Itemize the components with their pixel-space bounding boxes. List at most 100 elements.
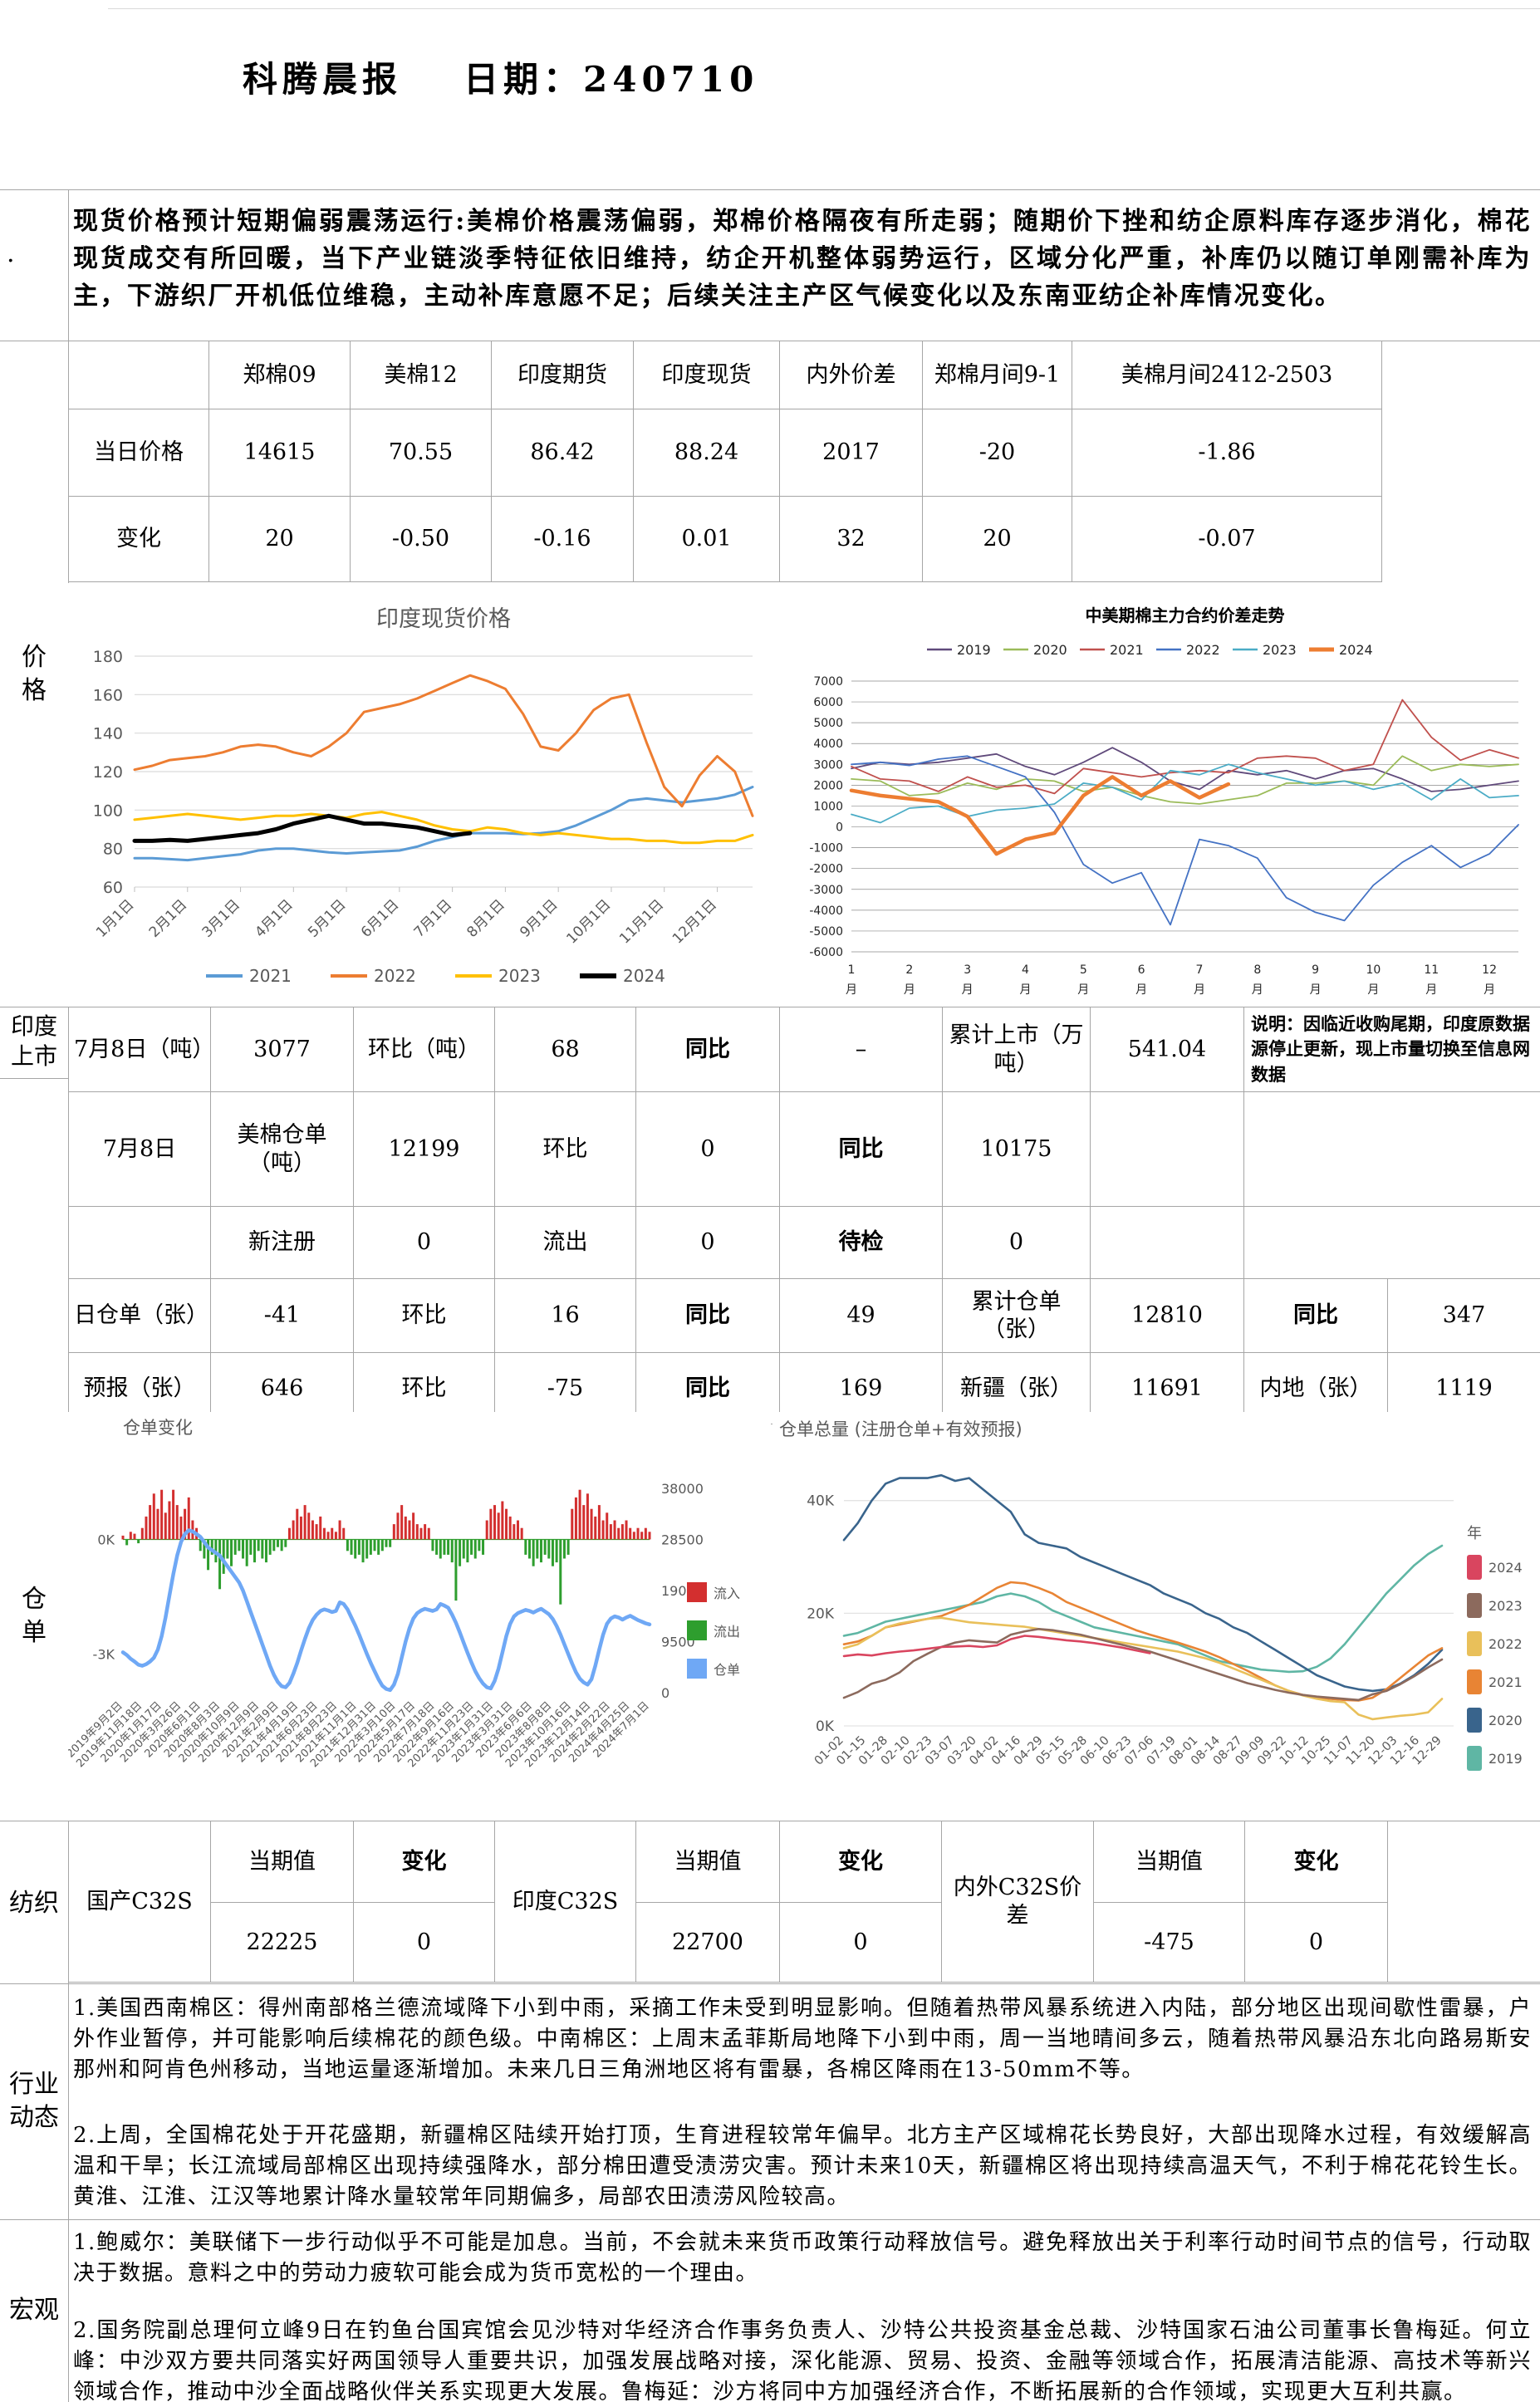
svg-text:2021: 2021 (249, 966, 292, 986)
listing-note: 说明：因临近收购尾期，印度原数据源停止更新，现上市量切换至信息网数据 (1243, 1006, 1540, 1093)
cell: 当期值 (635, 1821, 780, 1903)
svg-text:月: 月 (1077, 983, 1089, 997)
svg-text:流入: 流入 (714, 1586, 740, 1601)
svg-text:2022: 2022 (374, 966, 416, 986)
svg-text:1月1日: 1月1日 (93, 896, 137, 940)
section-label-india-listing: 印度 上市 (10, 1012, 57, 1070)
svg-text:20K: 20K (807, 1605, 835, 1622)
new-register-row: 新注册 0 流出 0 待检 0 (68, 1206, 1540, 1280)
svg-text:2020: 2020 (1489, 1713, 1523, 1728)
divider (0, 189, 1540, 190)
cell: 当期值 (210, 1821, 354, 1903)
svg-text:3月1日: 3月1日 (199, 896, 243, 940)
svg-text:140: 140 (93, 725, 123, 743)
cell: 当日价格 (68, 409, 209, 497)
cell: 541.04 (1090, 1006, 1244, 1093)
cell (1243, 1206, 1540, 1280)
cell: -0.16 (491, 496, 634, 582)
cell: 累计上市（万吨） (942, 1006, 1091, 1093)
cell: 印度期货 (491, 341, 634, 409)
svg-text:月: 月 (1425, 983, 1437, 997)
svg-text:2023: 2023 (1489, 1598, 1523, 1614)
cell: 日仓单（张） (68, 1278, 211, 1354)
warehouse-receipt-total-chart: 仓单总量 (注册仓单+有效预报)0K20K40K01-0201-1501-280… (772, 1412, 1540, 1821)
cell: 美棉月间2412-2503 (1072, 341, 1382, 409)
svg-text:年: 年 (1467, 1525, 1482, 1542)
section-label-warehouse: 仓 单 (22, 1585, 47, 1647)
cell: 20 (922, 496, 1072, 582)
svg-text:7月1日: 7月1日 (411, 896, 455, 940)
svg-text:月: 月 (1310, 983, 1322, 997)
svg-text:8: 8 (1253, 963, 1261, 977)
cell: 美棉仓单（吨） (210, 1091, 354, 1208)
price-table: 郑棉09 美棉12 印度期货 印度现货 内外价差 郑棉月间9-1 美棉月间241… (68, 341, 1382, 582)
svg-text:10: 10 (1366, 963, 1381, 977)
cell: 变化 (353, 1821, 495, 1903)
svg-text:3: 3 (964, 963, 971, 977)
section-label-price: 价 格 (22, 643, 47, 705)
report-header: 科腾晨报 日期：240710 (243, 51, 758, 102)
svg-text:1000: 1000 (813, 800, 843, 813)
industry-paragraph-2: 2.上周，全国棉花处于开花盛期，新疆棉区陆续开始打顶，生育进程较常年偏早。北方主… (73, 2123, 1532, 2209)
cell (1090, 1206, 1244, 1280)
svg-text:0: 0 (836, 821, 843, 835)
cell: 环比（吨） (353, 1006, 495, 1093)
svg-text:2019: 2019 (1489, 1751, 1523, 1767)
svg-text:5月1日: 5月1日 (305, 896, 349, 940)
svg-text:-3000: -3000 (809, 884, 843, 897)
divider (0, 1078, 68, 1079)
cell: 变化 (68, 496, 209, 582)
svg-text:2024: 2024 (1489, 1560, 1523, 1576)
report-title: 科腾晨报 (243, 59, 403, 100)
cell: 0 (1244, 1902, 1388, 1983)
cell: 变化 (779, 1821, 942, 1903)
macro-paragraph-1: 1.鲍威尔：美联储下一步行动似乎不可能是加息。当前，不会就未来货币政策行动释放信… (73, 2230, 1532, 2286)
cell: 16 (494, 1278, 636, 1354)
cell: 国产C32S (68, 1821, 211, 1983)
section-label-industry: 行业 动态 (9, 2070, 59, 2132)
svg-text:中美期棉主力合约价差走势: 中美期棉主力合约价差走势 (1086, 605, 1285, 625)
us-warehouse-row: 7月8日 美棉仓单（吨） 12199 环比 0 同比 10175 (68, 1091, 1540, 1208)
top-divider (108, 8, 1540, 9)
cell: 20 (208, 496, 351, 582)
svg-text:-1000: -1000 (809, 842, 843, 855)
svg-text:2000: 2000 (813, 779, 843, 792)
svg-text:5: 5 (1080, 963, 1087, 977)
svg-text:120: 120 (93, 763, 123, 782)
cell: 0 (942, 1206, 1091, 1280)
svg-text:4月1日: 4月1日 (252, 896, 296, 940)
svg-text:11月1日: 11月1日 (616, 896, 667, 947)
cell: 变化 (1244, 1821, 1388, 1903)
svg-text:7: 7 (1195, 963, 1203, 977)
svg-text:2: 2 (905, 963, 913, 977)
svg-text:9500: 9500 (661, 1635, 695, 1650)
textile-table: 国产C32S 当期值 变化 印度C32S 当期值 变化 内外C32S价差 当期值… (68, 1821, 1540, 1983)
cell: 88.24 (633, 409, 780, 497)
cell: 内外C32S价差 (941, 1821, 1094, 1983)
svg-text:-3K: -3K (93, 1647, 115, 1663)
svg-text:2022: 2022 (1186, 642, 1220, 658)
svg-text:6月1日: 6月1日 (358, 896, 402, 940)
svg-text:10月1日: 10月1日 (563, 896, 614, 947)
svg-text:12月1日: 12月1日 (669, 896, 720, 947)
cell: 0 (779, 1902, 942, 1983)
svg-text:2021: 2021 (1110, 642, 1144, 658)
svg-text:-4000: -4000 (809, 904, 843, 918)
svg-text:月: 月 (1135, 983, 1147, 997)
cell: 3077 (210, 1006, 354, 1093)
svg-text:月: 月 (904, 983, 915, 997)
cell: 22225 (210, 1902, 354, 1983)
svg-text:月: 月 (1484, 983, 1495, 997)
svg-text:28500: 28500 (661, 1532, 704, 1548)
svg-text:11: 11 (1424, 963, 1439, 977)
divider (0, 1983, 1540, 1984)
price-value-row: 当日价格 14615 70.55 86.42 88.24 2017 -20 -1… (68, 409, 1382, 497)
cell: 郑棉月间9-1 (922, 341, 1072, 409)
cell: 0 (353, 1902, 495, 1983)
cell: 0 (353, 1206, 495, 1280)
svg-text:2024: 2024 (1339, 642, 1373, 658)
svg-text:9: 9 (1312, 963, 1319, 977)
cell: 22700 (635, 1902, 780, 1983)
cell: -0.07 (1072, 496, 1382, 582)
cell: 7月8日 (68, 1091, 211, 1208)
